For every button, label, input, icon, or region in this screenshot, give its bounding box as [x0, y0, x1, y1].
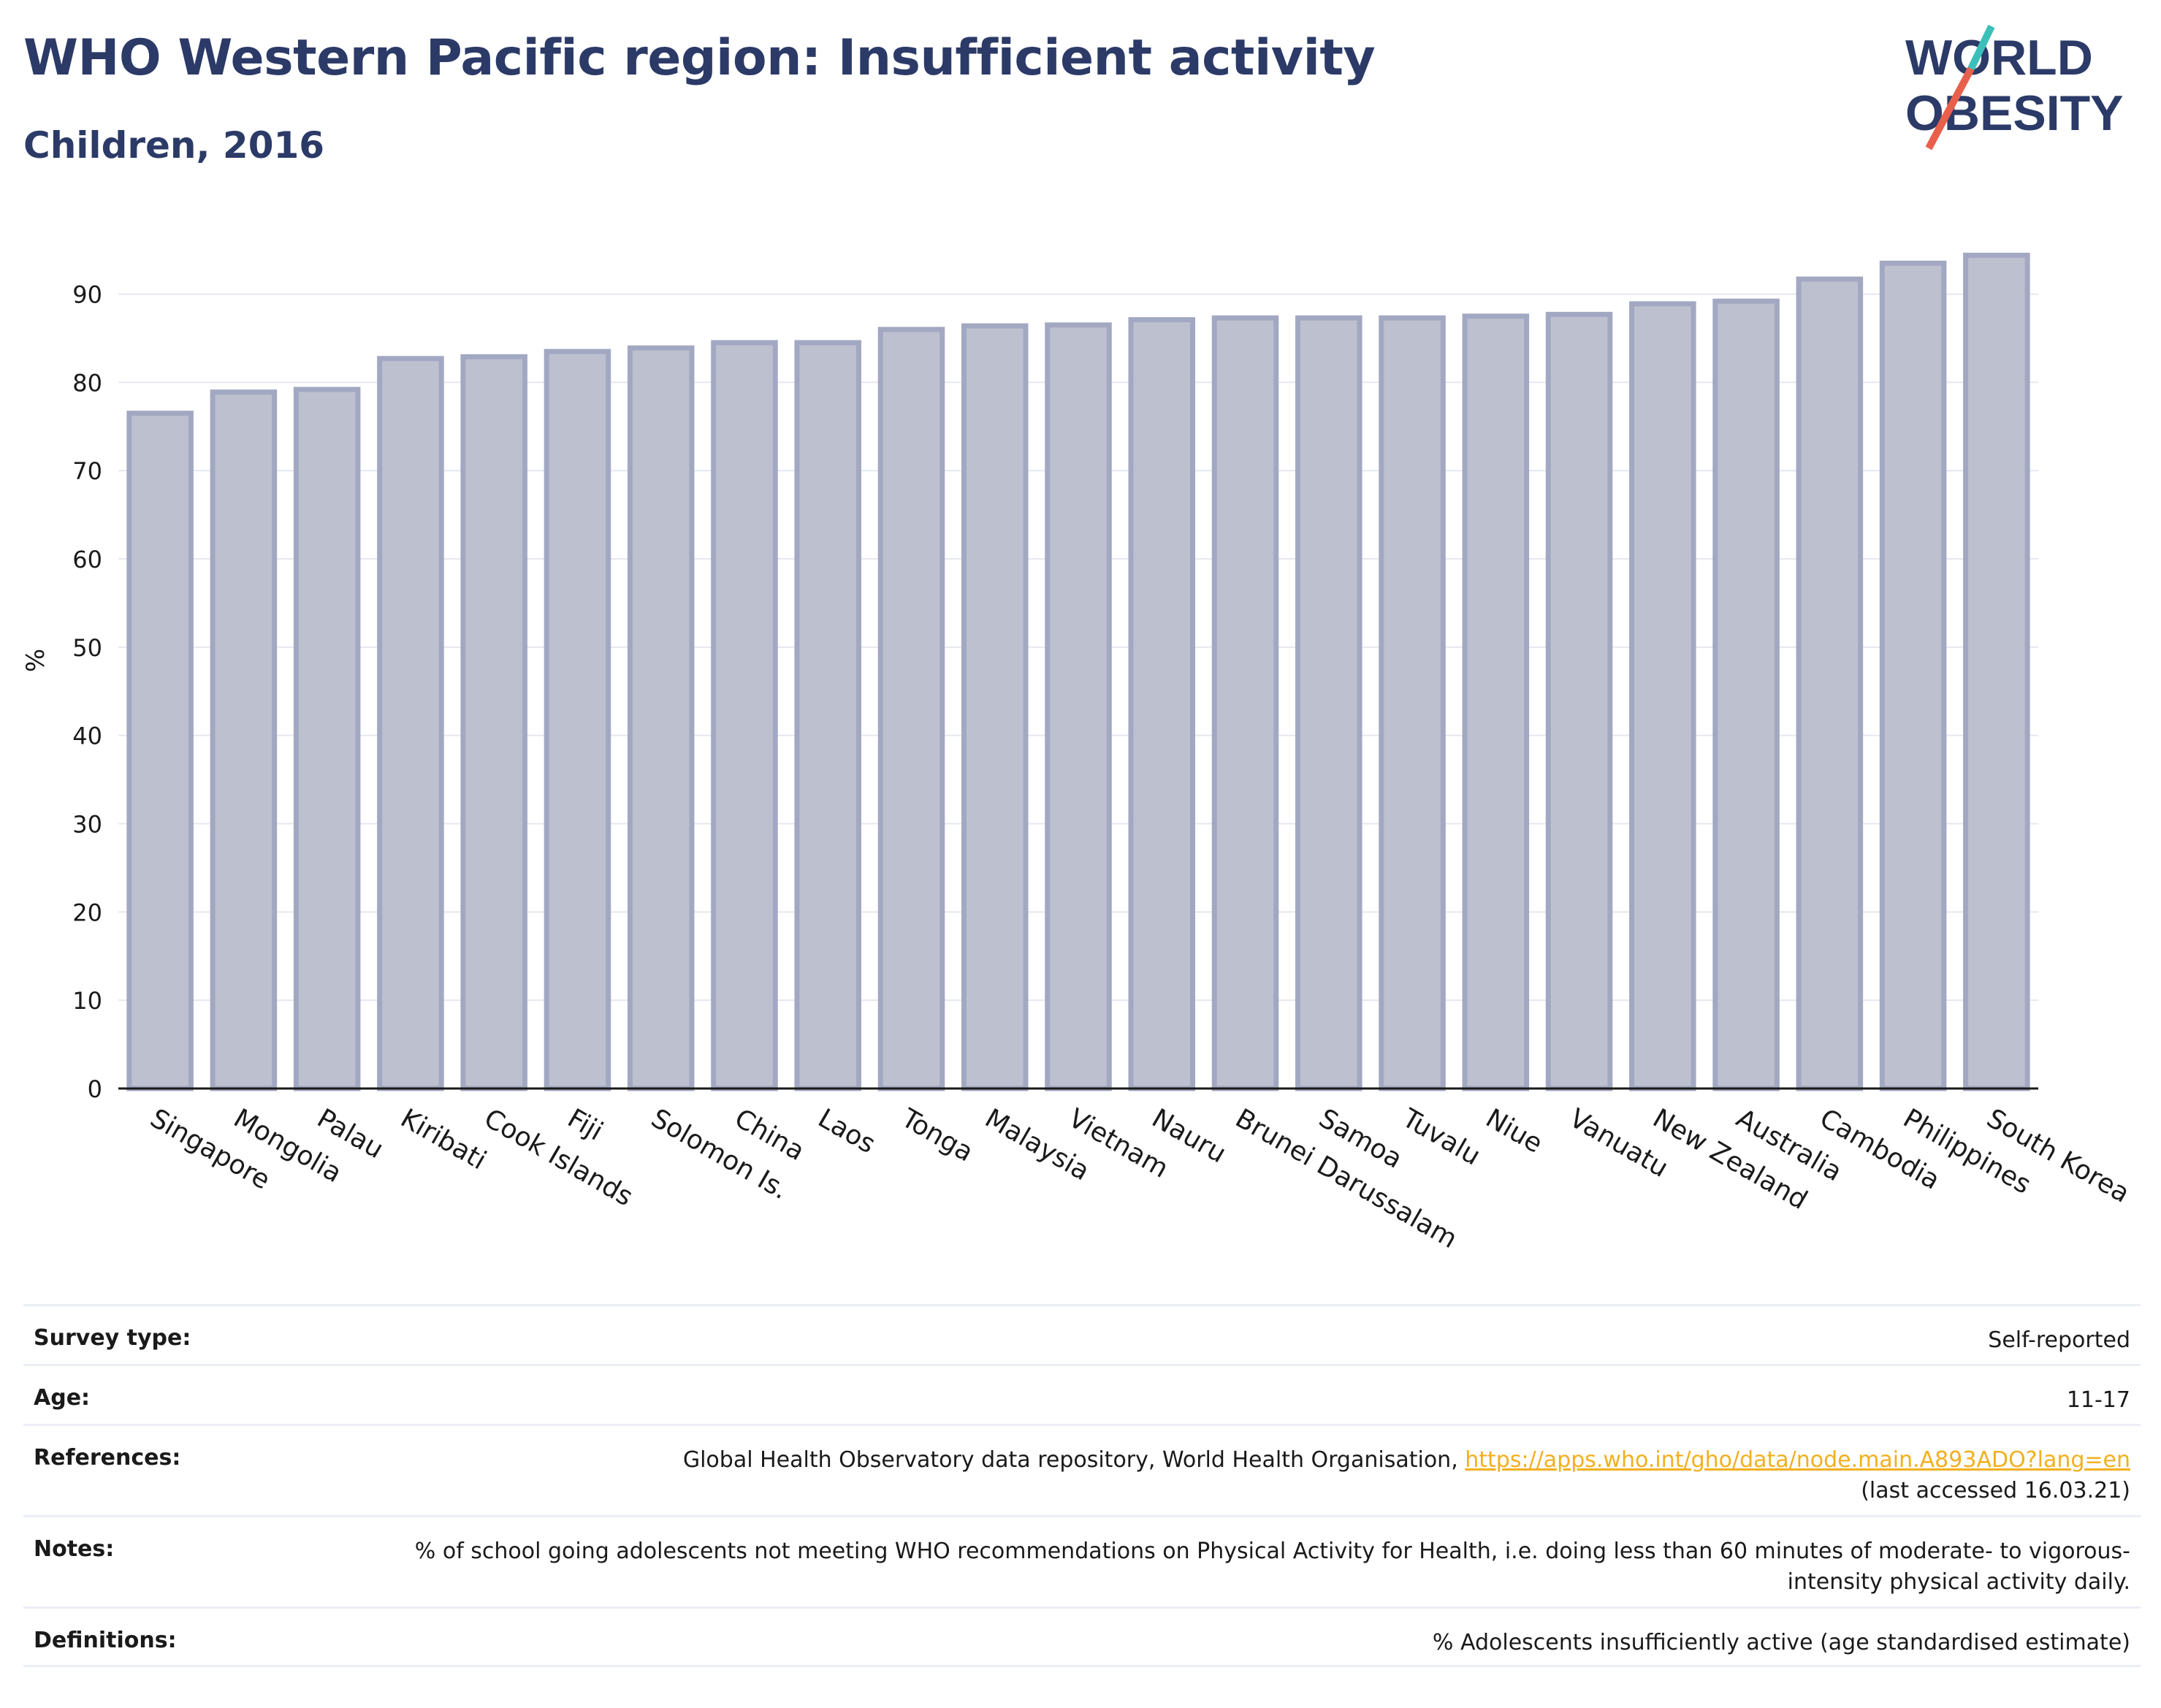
y-axis-title: %	[21, 649, 50, 672]
y-tick-labels: 0 10 20 30 40 50 60 70 80 90	[72, 281, 102, 1103]
notes-value: % of school going adolescents not meetin…	[414, 1539, 2130, 1595]
notes-label: Notes:	[34, 1536, 115, 1562]
age-label: Age:	[34, 1385, 91, 1411]
meta-row-references: References: Global Health Observatory da…	[23, 1424, 2141, 1515]
bar-cook-islands	[460, 354, 527, 1091]
y-tick-label: 80	[72, 369, 102, 397]
references-label: References:	[34, 1445, 181, 1471]
y-tick-label: 30	[72, 811, 102, 839]
bar-tuvalu	[1379, 315, 1446, 1091]
bar-samoa	[1295, 315, 1362, 1091]
x-tick-label: Laos	[813, 1103, 880, 1159]
bar-china	[711, 340, 778, 1091]
bar-niue	[1462, 313, 1530, 1091]
y-tick-label: 40	[72, 723, 102, 750]
bar-mongolia	[210, 389, 278, 1091]
meta-row-survey-type: Survey type: Self-reported	[23, 1304, 2141, 1364]
age-value: 11-17	[2066, 1387, 2130, 1413]
logo-line1: WORLD	[1905, 30, 2093, 85]
meta-row-definitions: Definitions: % Adolescents insufficientl…	[23, 1606, 2141, 1667]
bar-palau	[293, 386, 361, 1091]
references-link[interactable]: https://apps.who.int/gho/data/node.main.…	[1465, 1447, 2130, 1473]
survey-type-label: Survey type:	[34, 1325, 191, 1351]
bar-vietnam	[1045, 322, 1112, 1091]
bar-solomon-is-	[627, 345, 695, 1091]
bar-philippines	[1879, 260, 1947, 1091]
x-tick-label: Niue	[1481, 1103, 1547, 1159]
survey-type-value: Self-reported	[1988, 1327, 2130, 1353]
logo-slash-teal	[1967, 24, 1995, 71]
bar-new-zealand	[1629, 301, 1696, 1091]
bar-fiji	[544, 348, 611, 1091]
logo-slash-coral	[1925, 66, 1975, 150]
y-tick-label: 0	[88, 1075, 102, 1103]
x-tick-label: Tonga	[896, 1103, 978, 1168]
meta-row-notes: Notes: % of school going adolescents not…	[23, 1515, 2141, 1606]
bar-australia	[1712, 298, 1780, 1091]
references-accessed: (last accessed 16.03.21)	[1861, 1478, 2130, 1503]
y-tick-label: 90	[72, 281, 102, 309]
y-tick-label: 10	[72, 987, 102, 1015]
definitions-value: % Adolescents insufficiently active (age…	[1432, 1630, 2130, 1655]
logo-line2: OBESITY	[1905, 85, 2124, 141]
metadata-table: Survey type: Self-reported Age: 11-17 Re…	[23, 1304, 2141, 1667]
definitions-label: Definitions:	[34, 1628, 177, 1653]
bar-malaysia	[961, 323, 1029, 1091]
references-text: Global Health Observatory data repositor…	[682, 1447, 1466, 1473]
bar-nauru	[1128, 317, 1196, 1091]
y-tick-label: 70	[72, 457, 102, 485]
y-tick-label: 50	[72, 634, 102, 662]
bars	[126, 252, 2030, 1091]
world-obesity-logo: WORLD OBESITY	[1905, 24, 2124, 150]
bar-brunei-darussalam	[1211, 315, 1279, 1091]
bar-chart: 0 10 20 30 40 50 60 70 80 90 SingaporeMongoliaPal…	[21, 252, 2135, 1254]
x-tick-label: Fiji	[563, 1103, 608, 1147]
bar-cambodia	[1796, 276, 1864, 1091]
y-tick-label: 60	[72, 546, 102, 573]
chart-title: WHO Western Pacific region: Insufficient…	[23, 29, 1376, 87]
bar-south-korea	[1963, 252, 2030, 1091]
x-tick-label: Kiribati	[395, 1103, 491, 1175]
bar-vanuatu	[1545, 311, 1613, 1091]
meta-row-age: Age: 11-17	[23, 1364, 2141, 1424]
x-tick-label: Cook Islands	[479, 1103, 638, 1212]
bar-tonga	[877, 327, 945, 1091]
x-tick-label: Tuvalu	[1397, 1103, 1485, 1172]
y-tick-label: 20	[72, 899, 102, 926]
bar-kiribati	[377, 356, 444, 1091]
chart-subtitle: Children, 2016	[23, 124, 325, 167]
bar-singapore	[126, 411, 194, 1091]
bar-laos	[794, 340, 861, 1091]
references-value: Global Health Observatory data repositor…	[683, 1445, 2130, 1506]
